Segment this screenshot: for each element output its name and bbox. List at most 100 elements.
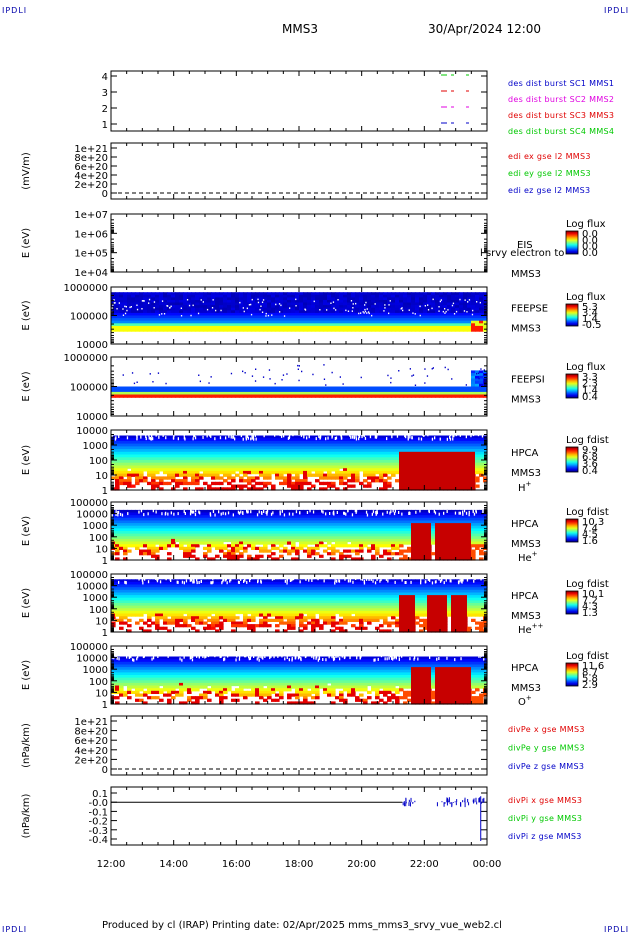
spectrogram-cell — [223, 460, 228, 464]
spectrogram-cell — [147, 549, 152, 553]
spectrogram-cell — [327, 438, 332, 442]
spectrogram-cell — [471, 373, 476, 377]
spectrogram-cell — [243, 305, 248, 309]
spectrogram-cell — [303, 435, 308, 439]
spectrogram-cell — [123, 538, 128, 543]
spectrogram-cell — [479, 328, 484, 332]
spectrogram-cell — [243, 302, 248, 306]
spectrogram-cell — [327, 391, 332, 396]
corner-mark-top-left: IPDLI — [2, 6, 28, 15]
spectrogram-cell — [403, 451, 408, 456]
spectrogram-cell — [179, 305, 184, 309]
spectrogram-cell — [143, 523, 148, 527]
speckle — [466, 311, 468, 313]
y-tick-label-2: 1e+04 — [74, 268, 108, 279]
spectrogram-cell — [147, 449, 152, 453]
spectrogram-cell — [395, 307, 400, 311]
spectrogram-cell — [195, 538, 200, 543]
spectrogram-cell — [407, 320, 412, 324]
spectrogram-cell — [143, 297, 148, 301]
spectrogram-cell — [127, 305, 132, 309]
spectrogram-cell — [387, 451, 392, 456]
spectrogram-cell — [227, 315, 232, 319]
spectrogram-cell — [155, 315, 160, 319]
spectrogram-cell — [159, 323, 164, 327]
spectrogram-cell — [403, 476, 408, 480]
spectrogram-cell — [223, 391, 228, 396]
spectrogram-cell — [359, 481, 364, 486]
spectrogram-cell — [475, 312, 480, 317]
spectrogram-cell — [115, 470, 120, 475]
spectrogram-cell — [379, 443, 384, 447]
spectrogram-cell — [259, 323, 264, 327]
spectrogram-cell — [403, 394, 408, 398]
spectrogram-cell — [195, 512, 200, 516]
spectrogram-cell — [307, 328, 312, 332]
spectrogram-cell — [139, 318, 144, 322]
spectrogram-cell — [387, 320, 392, 324]
spectrogram-cell — [235, 460, 240, 464]
spectrogram-cell — [335, 460, 340, 464]
spectrogram-cell — [431, 451, 436, 456]
speckle — [444, 366, 446, 369]
spectrogram-cell — [463, 443, 468, 447]
spectrogram-cell — [139, 531, 144, 535]
spectrogram-cell — [343, 310, 348, 314]
spectrogram-cell — [263, 386, 268, 390]
spectrogram-cell — [395, 470, 400, 475]
spectrogram-cell — [375, 305, 380, 309]
spectrogram-cell — [359, 468, 364, 472]
spectrogram-cell — [291, 394, 296, 398]
spectrogram-cell — [223, 292, 228, 296]
spectrogram-cell — [247, 315, 252, 319]
spectrogram-cell — [311, 323, 316, 327]
spectrogram-cell — [183, 386, 188, 390]
spectrogram-cell — [255, 294, 260, 298]
spectrogram-cell — [419, 454, 424, 458]
spectrogram-cell — [339, 320, 344, 324]
spectrogram-cell — [195, 470, 200, 475]
spectrogram-cell — [479, 302, 484, 306]
spectrogram-cell — [479, 310, 484, 314]
spectrogram-cell — [387, 312, 392, 317]
spectrogram-cell — [247, 465, 252, 469]
spectrogram-cell — [183, 541, 188, 545]
spectrogram-cell — [375, 312, 380, 317]
spectrogram-cell — [307, 465, 312, 469]
spectrogram-cell — [147, 533, 152, 537]
spectrogram-cell — [143, 552, 148, 556]
spectrogram-cell — [471, 386, 476, 390]
spectrogram-cell — [415, 440, 420, 445]
spectrogram-cell — [375, 454, 380, 458]
spectrogram-cell — [471, 302, 476, 306]
spectrogram-cell — [215, 328, 220, 332]
spectrogram-cell — [379, 449, 384, 453]
spectrogram-cell — [211, 468, 216, 472]
speckle — [163, 313, 166, 315]
spectrogram-cell — [455, 454, 460, 458]
spectrogram-cell — [355, 454, 360, 458]
spectrogram-cell — [303, 323, 308, 327]
spectrogram-cell — [403, 462, 408, 466]
spectrogram-cell — [279, 470, 284, 475]
spectrogram-cell — [343, 315, 348, 319]
spectrogram-cell — [235, 435, 240, 439]
spectrogram-cell — [311, 302, 316, 306]
colorbar-label-2: 0.0 — [582, 235, 598, 246]
spectrogram-cell — [115, 294, 120, 298]
spectrogram-cell — [387, 460, 392, 464]
panel-frame-2 — [110, 213, 488, 273]
spectrogram-cell — [159, 446, 164, 450]
spectrogram-cell — [467, 297, 472, 301]
spectrogram-cell — [379, 307, 384, 311]
spectrogram-cell — [391, 440, 396, 445]
spectrogram-cell — [323, 292, 328, 296]
spectrogram-cell — [175, 512, 180, 516]
spectrogram-cell — [423, 470, 428, 475]
spectrogram-cell — [139, 465, 144, 469]
spectrogram-cell — [315, 386, 320, 390]
speckle — [301, 370, 303, 373]
spectrogram-cell — [467, 481, 472, 486]
spectrogram-cell — [447, 328, 452, 332]
spectrogram-cell — [123, 323, 128, 327]
